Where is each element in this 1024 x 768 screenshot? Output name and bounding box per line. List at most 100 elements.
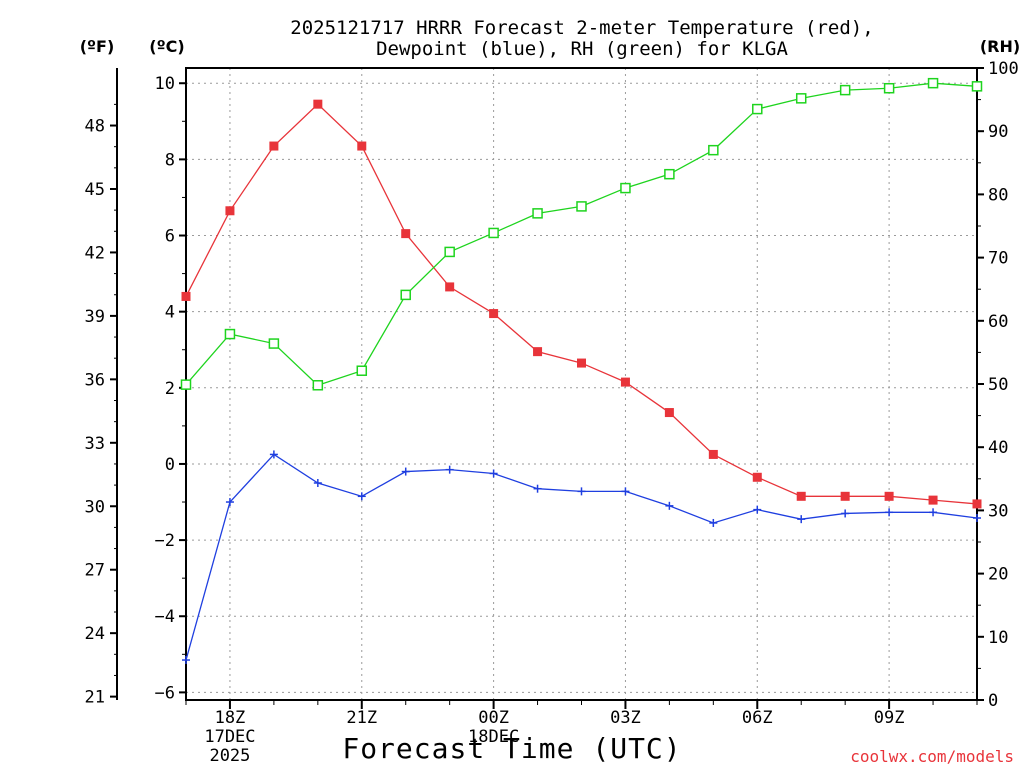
data-point [181, 291, 191, 301]
x-tick-label: 17DEC [204, 727, 255, 747]
x-tick-label: 06Z [742, 708, 773, 728]
rh-tick-label: 40 [988, 438, 1008, 458]
data-point [401, 229, 411, 239]
data-point [488, 227, 499, 239]
data-point [356, 365, 368, 376]
fahrenheit-tick-label: 42 [85, 243, 105, 263]
data-point [797, 515, 806, 524]
data-point [224, 328, 236, 340]
data-point [576, 201, 587, 212]
celsius-tick-label: 6 [165, 227, 175, 247]
rh-unit-label: (RH) [980, 37, 1020, 56]
data-point [489, 469, 498, 478]
series-line [185, 103, 978, 505]
data-point [885, 508, 894, 517]
x-tick-label: 09Z [874, 708, 905, 728]
fahrenheit-tick-label: 39 [85, 307, 105, 327]
axes [110, 67, 984, 709]
data-point [445, 465, 454, 474]
data-point [620, 182, 631, 194]
data-point [796, 491, 806, 501]
data-point [489, 309, 499, 319]
data-point [269, 450, 278, 459]
celsius-tick-label: 10 [155, 74, 175, 94]
data-point [795, 93, 807, 104]
data-point [532, 208, 543, 219]
data-point [225, 498, 234, 507]
series-line [185, 453, 978, 661]
celsius-tick-label: 0 [165, 455, 175, 475]
data-point [577, 487, 586, 496]
x-tick-label: 21Z [346, 708, 377, 728]
fahrenheit-tick-label: 33 [85, 434, 105, 454]
data-point [708, 449, 718, 459]
celsius-tick-label: −4 [155, 607, 175, 627]
fahrenheit-unit-label: (ºF) [80, 37, 115, 56]
rh-tick-label: 90 [988, 122, 1008, 142]
series-0 [181, 99, 982, 509]
celsius-tick-label: −2 [155, 531, 175, 551]
fahrenheit-tick-label: 45 [85, 180, 105, 200]
grid-lines [186, 68, 977, 700]
data-point [620, 377, 630, 387]
rh-tick-label: 10 [988, 628, 1008, 648]
data-point [971, 81, 983, 92]
celsius-tick-label: 4 [165, 303, 175, 323]
series-2 [180, 77, 983, 391]
data-point [180, 379, 192, 390]
data-point [357, 141, 367, 151]
data-point [313, 478, 322, 487]
x-tick-label: 03Z [610, 708, 641, 728]
data-point [313, 99, 323, 109]
data-point [708, 144, 719, 156]
fahrenheit-tick-label: 27 [85, 561, 105, 581]
celsius-tick-label: −6 [155, 683, 175, 703]
data-point [444, 246, 455, 258]
data-point [929, 508, 938, 517]
data-point [927, 77, 939, 89]
x-tick-label: 18DEC [468, 727, 519, 747]
data-point [753, 505, 762, 514]
data-point [709, 518, 718, 527]
data-point [752, 103, 763, 115]
rh-tick-label: 80 [988, 185, 1008, 205]
data-point [577, 358, 586, 368]
fahrenheit-tick-label: 30 [85, 497, 105, 517]
data-point [401, 467, 410, 476]
data-point [445, 282, 455, 292]
fahrenheit-tick-label: 48 [85, 117, 105, 137]
chart-title-line1: 2025121717 HRRR Forecast 2-meter Tempera… [290, 17, 873, 39]
data-point [533, 347, 543, 357]
celsius-tick-label: 8 [165, 150, 175, 170]
data-point [883, 82, 895, 94]
data-point [269, 141, 279, 151]
x-axis-title: Forecast Time (UTC) [342, 732, 681, 765]
x-tick-label: 00Z [478, 708, 509, 728]
celsius-unit-label: (ºC) [149, 37, 184, 56]
series-1 [182, 450, 981, 665]
fahrenheit-tick-label: 24 [85, 624, 105, 644]
data-point [664, 168, 675, 180]
data-series [180, 77, 983, 665]
data-point [225, 206, 235, 216]
chart-title-line2: Dewpoint (blue), RH (green) for KLGA [376, 38, 788, 60]
series-line [185, 82, 978, 387]
data-point [621, 487, 630, 496]
rh-tick-label: 60 [988, 312, 1008, 332]
data-point [357, 492, 366, 501]
fahrenheit-tick-label: 21 [85, 688, 105, 708]
data-point [665, 501, 674, 510]
tick-labels: 21242730333639424548−6−4−202468100102030… [85, 59, 1019, 766]
x-tick-label: 18Z [215, 708, 246, 728]
data-point [400, 289, 411, 301]
data-point [752, 472, 762, 482]
rh-tick-label: 70 [988, 249, 1008, 269]
rh-tick-label: 50 [988, 375, 1008, 395]
data-point [664, 408, 674, 418]
data-point [312, 380, 324, 391]
rh-tick-label: 20 [988, 565, 1008, 585]
data-point [182, 656, 190, 665]
data-point [972, 499, 982, 509]
data-point [840, 491, 850, 501]
rh-tick-label: 30 [988, 501, 1008, 521]
